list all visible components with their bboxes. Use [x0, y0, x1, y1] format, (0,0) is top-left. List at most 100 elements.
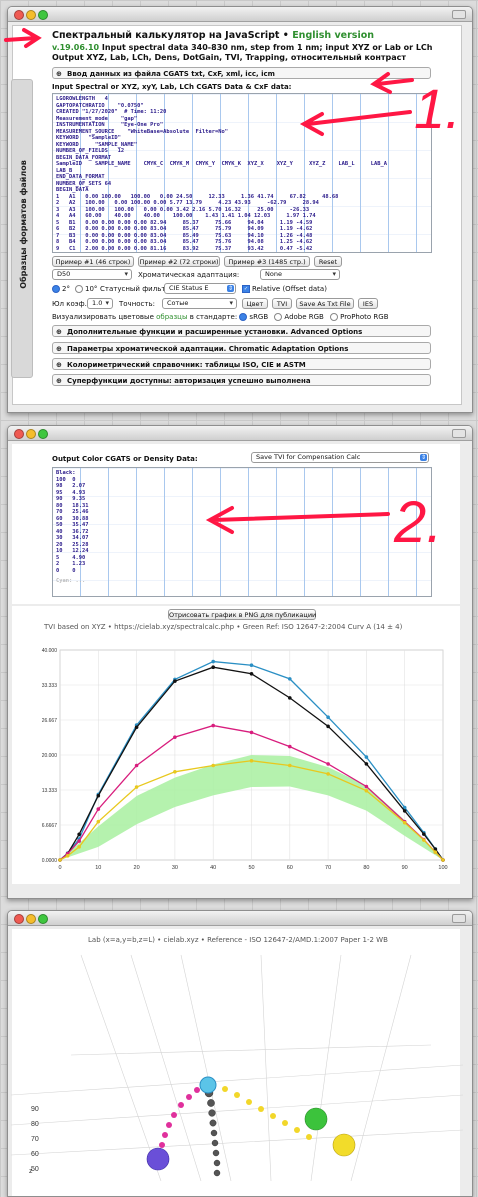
status-filter-label: Статусный фильтр: [100, 285, 173, 293]
output-data-text: Black: 100 0 98 2.07 95 4.93 90 9.35 80 … [56, 470, 89, 574]
series-point-yellow [134, 785, 139, 789]
series-point-yellow [433, 850, 438, 854]
radio-unchecked-icon [274, 313, 283, 321]
app-title: Спектральный калькулятор на JavaScript •… [52, 30, 374, 41]
colorimetric-reference-section[interactable]: Колориметрический справочник: таблицы IS… [52, 358, 431, 371]
z-tick-label: 70 [31, 1136, 39, 1143]
series-point-cyan [402, 805, 407, 810]
minimize-icon[interactable] [26, 429, 36, 439]
status-filter-select[interactable]: CIE Status E [164, 283, 236, 294]
chromatic-adaptation-section[interactable]: Параметры хроматической адаптации. Chrom… [52, 342, 431, 355]
file-input-section[interactable]: Ввод данных из файла CGATS txt, CxF, xml… [52, 67, 431, 80]
minimize-icon[interactable] [26, 10, 36, 20]
window-titlebar[interactable] [8, 7, 472, 22]
accuracy-select[interactable]: Сотые [162, 298, 237, 309]
lab-3d-window [7, 910, 473, 1197]
close-icon[interactable] [14, 914, 24, 924]
series-point-yellow [441, 858, 445, 862]
reset-button[interactable]: Reset [314, 256, 342, 267]
series-point-yellow [211, 763, 215, 768]
window-titlebar[interactable] [8, 911, 472, 926]
series-point-black [422, 832, 426, 836]
radio-unchecked-icon [330, 313, 339, 321]
observer-2-radio[interactable]: 2° [52, 285, 70, 293]
radio-unchecked-icon [75, 285, 83, 293]
series-point-cyan [211, 659, 215, 664]
relative-checkbox[interactable]: ✓ Relative (Offset data) [242, 285, 327, 293]
output-data-more: Cyan: ... [56, 578, 86, 584]
y-tick-label: 26.667 [42, 718, 58, 724]
input-data-textarea[interactable]: LGOROWLENGTH 4 GAPTOPATCHRATIO "0.0750" … [52, 93, 432, 253]
y-tick-label: 20.000 [42, 753, 58, 759]
series-point-yellow [65, 854, 70, 858]
series-point-yellow [364, 788, 369, 793]
toolbar-toggle-icon[interactable] [452, 429, 466, 438]
series-point-yellow [173, 770, 177, 774]
prophoto-rgb-radio[interactable]: ProPhoto RGB [330, 313, 389, 321]
description-line-1: v.19.06.10 Input spectral data 340-830 n… [52, 43, 433, 52]
output-data-label: Output Color CGATS or Density Data: [52, 455, 198, 463]
series-point-magenta [77, 839, 81, 843]
example-1-button[interactable]: Пример #1 (46 строк) [52, 256, 134, 267]
series-point-black [402, 809, 407, 813]
series-point-magenta [134, 763, 139, 768]
series-point-magenta [364, 784, 369, 789]
yule-input[interactable]: 1.0 [87, 298, 113, 309]
series-point-yellow [249, 758, 254, 763]
series-point-cyan [364, 755, 369, 759]
radio-checked-icon [52, 285, 60, 293]
example-2-button[interactable]: Пример #2 (72 строки) [138, 256, 220, 267]
save-txt-button[interactable]: Save As Txt File [296, 298, 354, 309]
x-tick-label: 10 [95, 865, 101, 871]
srgb-radio[interactable]: sRGB [239, 313, 268, 321]
series-point-yellow [288, 763, 292, 768]
x-tick-label: 0 [58, 865, 61, 871]
ies-button[interactable]: IES [358, 298, 378, 309]
x-tick-label: 90 [402, 865, 408, 871]
toolbar-toggle-icon[interactable] [452, 914, 466, 923]
chart-title: TVI based on XYZ • https://cielab.xyz/sp… [44, 623, 403, 631]
superfunctions-section[interactable]: Суперфункции доступны: авторизация успеш… [52, 374, 431, 387]
series-point-black [173, 679, 177, 683]
color-button[interactable]: Цвет [242, 298, 268, 309]
zoom-icon[interactable] [38, 914, 48, 924]
series-point-cyan [288, 677, 292, 681]
close-icon[interactable] [14, 429, 24, 439]
series-point-magenta [288, 744, 292, 749]
tvi-button[interactable]: TVI [272, 298, 292, 309]
series-point-yellow [96, 819, 101, 824]
zoom-icon[interactable] [38, 429, 48, 439]
y-tick-label: 40.000 [42, 648, 58, 654]
lab-3d-plot[interactable]: 90 80 70 60 50 z [11, 945, 463, 1181]
advanced-options-section[interactable]: Дополнительные функции и расширенные уст… [52, 325, 431, 338]
y-tick-label: 0.0000 [42, 858, 58, 864]
observer-10-radio[interactable]: 10° [75, 285, 97, 293]
radio-checked-icon [239, 313, 248, 321]
y-tick-label: 13.333 [42, 788, 58, 794]
example-3-button[interactable]: Пример #3 (1485 стр.) [224, 256, 310, 267]
window-titlebar[interactable] [8, 426, 472, 441]
y-tick-label: 6.6667 [42, 823, 58, 829]
illuminant-select[interactable]: D50 [52, 269, 132, 280]
file-samples-tab[interactable]: Образцы форматов файлов [11, 79, 33, 378]
z-axis-label: z [29, 1168, 33, 1175]
toolbar-toggle-icon[interactable] [452, 10, 466, 19]
lab-3d-panel [12, 929, 460, 1196]
series-point-magenta [211, 723, 215, 728]
y-tick-label: 33.333 [42, 683, 58, 689]
adobe-rgb-radio[interactable]: Adobe RGB [274, 313, 324, 321]
series-point-magenta [173, 735, 177, 739]
render-png-button[interactable]: Отрисовать график в PNG для публикации [168, 609, 317, 620]
english-version-link[interactable]: English version [292, 30, 374, 41]
series-point-magenta [326, 762, 330, 766]
chrom-adapt-select[interactable]: None [260, 269, 340, 280]
series-point-black [433, 847, 438, 851]
x-tick-label: 20 [134, 865, 140, 871]
series-point-yellow [422, 838, 426, 842]
close-icon[interactable] [14, 10, 24, 20]
output-format-select[interactable]: Save TVI for Compensation Calc [251, 452, 429, 463]
series-point-black [77, 832, 81, 837]
minimize-icon[interactable] [26, 914, 36, 924]
zoom-icon[interactable] [38, 10, 48, 20]
